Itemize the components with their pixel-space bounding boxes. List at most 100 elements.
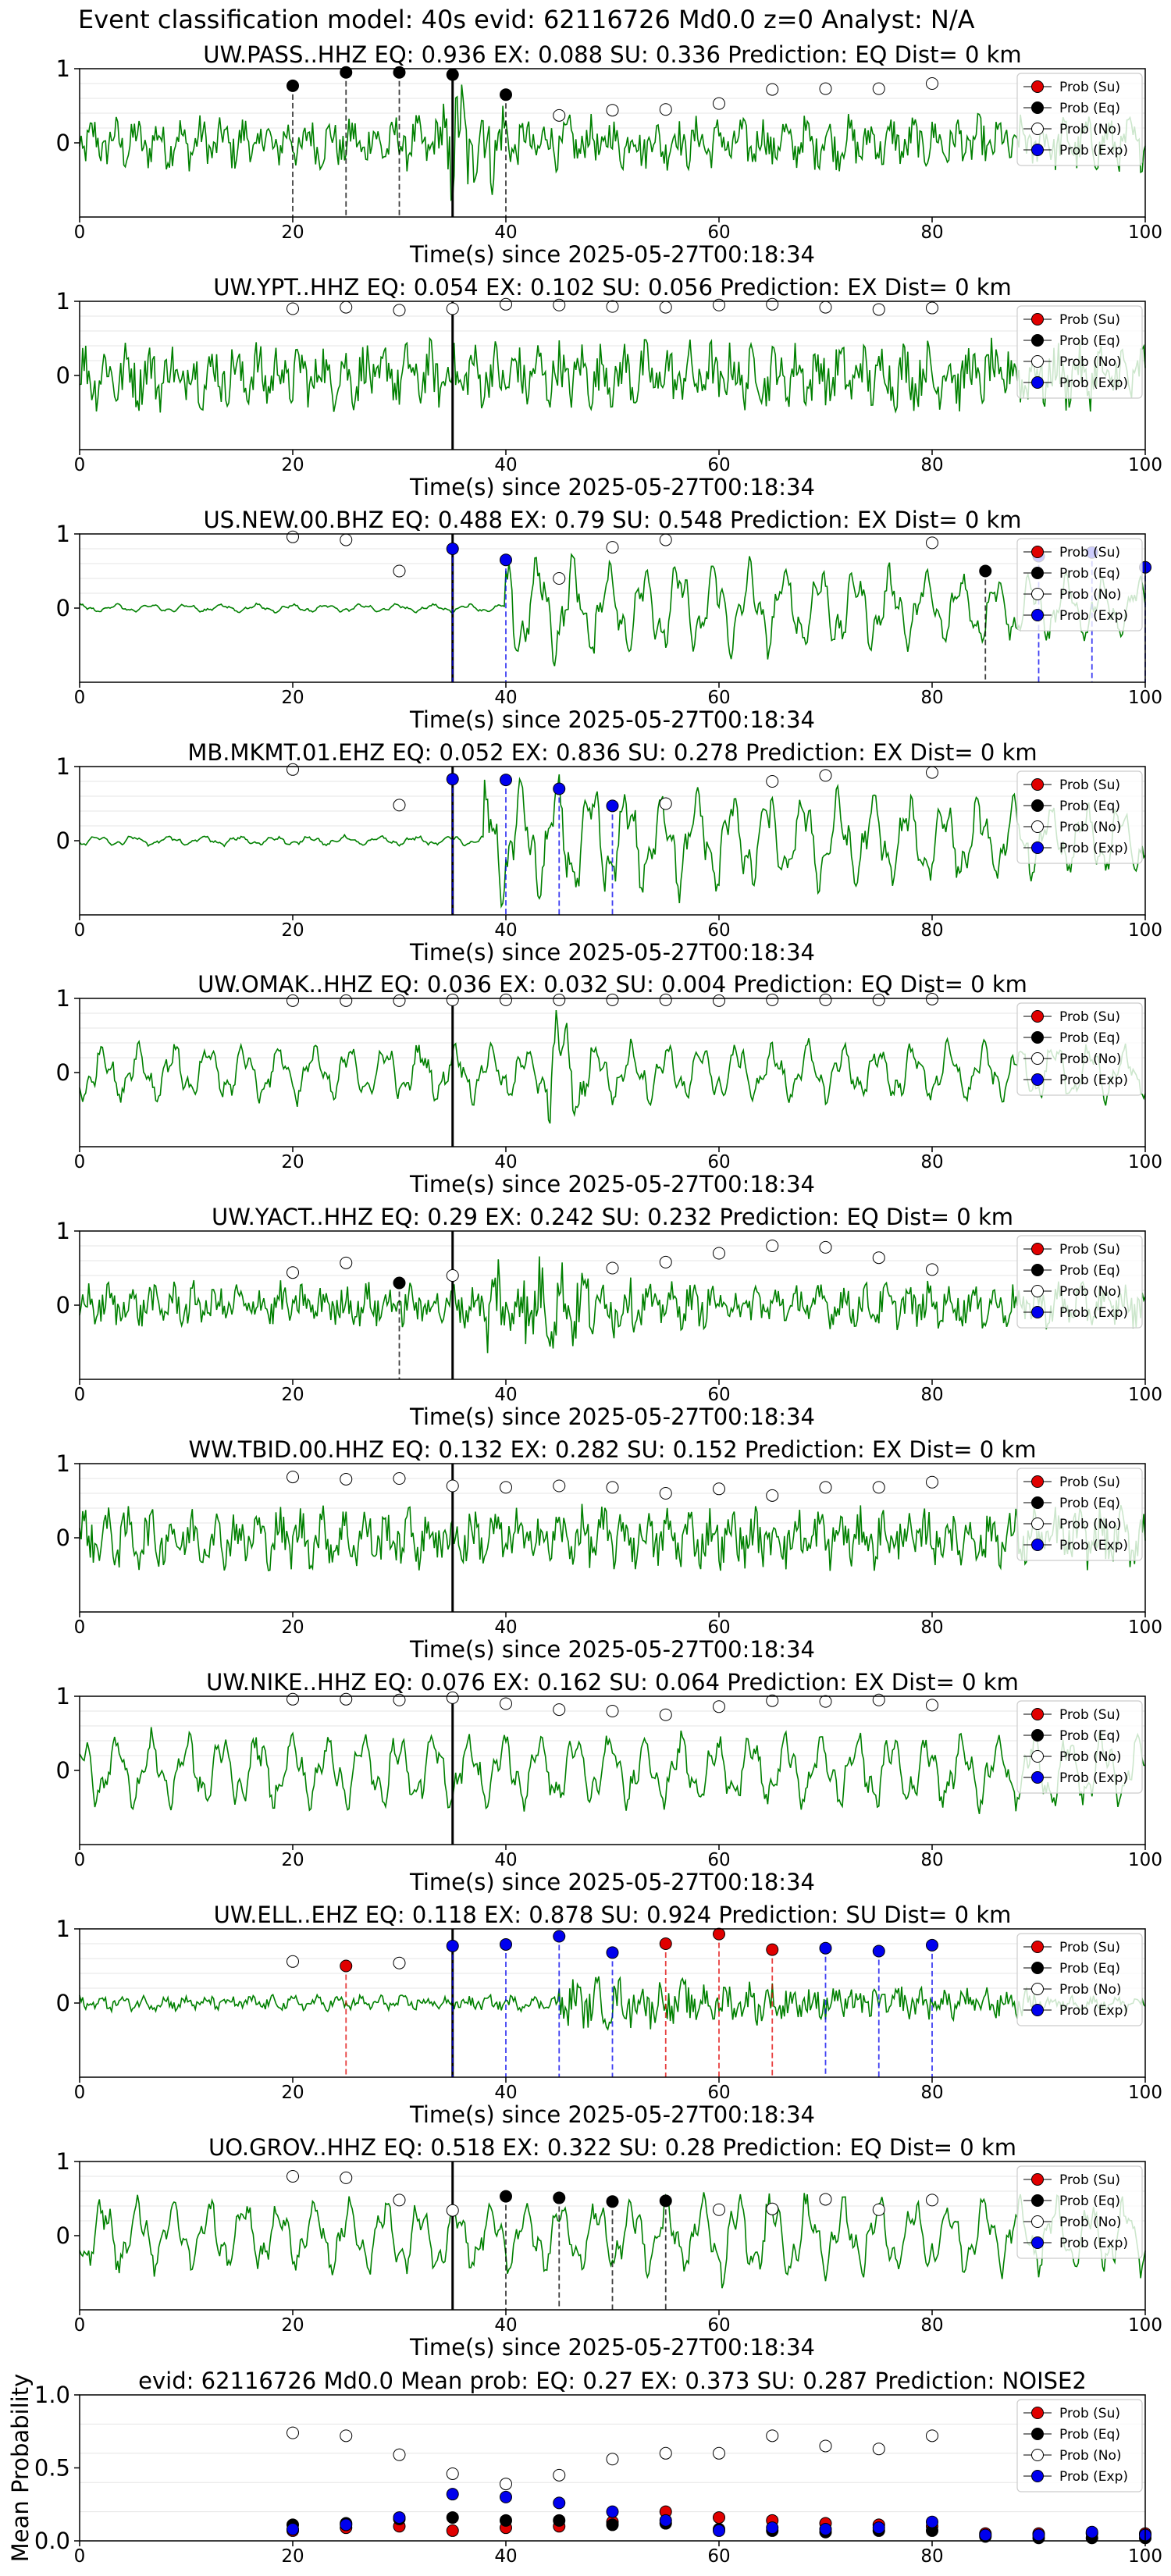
legend-label: Prob (Su) [1059, 2172, 1120, 2188]
prob-point-prob-no [659, 1255, 672, 1268]
x-tick-label: 20 [281, 1152, 304, 1172]
x-tick-label: 60 [707, 688, 730, 708]
legend: Prob (Su) Prob (Eq) Prob (No) Prob (Exp) [1016, 1468, 1143, 1561]
prob-point-prob-no [340, 1256, 353, 1269]
panel-title: UO.GROV..HHZ EQ: 0.518 EX: 0.322 SU: 0.2… [208, 2134, 1016, 2161]
prob-point-prob-no [446, 1691, 459, 1704]
legend-marker [1031, 609, 1044, 621]
legend-box [1016, 1468, 1143, 1561]
prob-point-prob-no [872, 1693, 885, 1706]
y-axis-label: Mean Probability [7, 2374, 34, 2563]
prob-point-prob-no [766, 1694, 779, 1707]
prob-point-prob-no [713, 994, 725, 1007]
x-tick-label: 0 [74, 222, 86, 243]
x-tick-label: 80 [920, 2083, 943, 2103]
legend-label: Prob (Eq) [1059, 1728, 1120, 1744]
prob-point-prob-no [287, 2170, 299, 2183]
legend-marker [1031, 2215, 1044, 2228]
legend: Prob (Su) Prob (Eq) Prob (No) Prob (Exp) [1016, 73, 1143, 166]
prob-point-prob-su [659, 1937, 672, 1950]
prob-point-prob-no [713, 2203, 725, 2216]
x-axis-label: Time(s) since 2025-05-27T00:18:34 [409, 2334, 815, 2361]
prob-point-prob-eq [979, 564, 992, 578]
x-tick-label: 20 [281, 1850, 304, 1870]
prob-point-prob-no [553, 2468, 566, 2482]
x-axis-label: Time(s) since 2025-05-27T00:18:34 [409, 241, 815, 268]
panel-title: UW.YPT..HHZ EQ: 0.054 EX: 0.102 SU: 0.05… [213, 274, 1012, 301]
panel-2: UW.YPT..HHZ EQ: 0.054 EX: 0.102 SU: 0.05… [56, 274, 1162, 500]
y-tick-label: 1 [56, 985, 70, 1012]
prob-point-prob-exp [446, 543, 459, 555]
legend-label: Prob (No) [1059, 1982, 1122, 1998]
x-tick-label: 100 [1128, 1152, 1162, 1172]
prob-point-prob-eq [606, 2518, 619, 2532]
axes-frame [79, 1230, 1146, 1380]
x-tick-label: 100 [1128, 455, 1162, 475]
legend-label: Prob (Eq) [1059, 2194, 1120, 2209]
prob-point-prob-no [446, 1479, 459, 1493]
prob-point-prob-no [393, 1472, 406, 1485]
legend-marker [1031, 2236, 1044, 2249]
x-tick-label: 100 [1128, 2083, 1162, 2103]
prob-point-prob-su [340, 1959, 353, 1973]
legend-label: Prob (No) [1059, 2448, 1122, 2464]
prob-point-prob-eq [553, 2514, 566, 2527]
prob-point-prob-exp [287, 2523, 299, 2536]
y-tick-label: 0 [56, 1292, 70, 1318]
legend-marker [1031, 1729, 1044, 1742]
x-tick-label: 60 [707, 2083, 730, 2103]
legend-marker [1031, 1010, 1044, 1023]
prob-point-prob-su [446, 2524, 459, 2537]
legend: Prob (Su) Prob (Eq) Prob (No) Prob (Exp) [1016, 1700, 1143, 1794]
legend-label: Prob (Eq) [1059, 799, 1120, 814]
x-tick-label: 40 [494, 1385, 517, 1405]
legend-label: Prob (No) [1059, 2215, 1122, 2230]
prob-point-prob-no [819, 2193, 832, 2206]
x-tick-label: 40 [494, 2315, 517, 2336]
waveform-trace [79, 1010, 1146, 1124]
y-tick-label: 1 [56, 1218, 70, 1244]
y-tick-label: 0.5 [34, 2455, 70, 2482]
prob-point-prob-no [926, 2194, 938, 2207]
prob-point-prob-no [500, 1481, 512, 1494]
legend-label: Prob (Exp) [1059, 841, 1128, 856]
prob-point-prob-exp [979, 2528, 992, 2542]
prob-point-prob-no [287, 302, 299, 315]
waveform-trace [79, 1727, 1146, 1814]
prob-point-prob-no [553, 1479, 566, 1493]
prob-point-prob-no [819, 1240, 832, 1254]
legend-label: Prob (Exp) [1059, 143, 1128, 158]
y-tick-label: 1 [56, 288, 70, 315]
prob-point-prob-no [446, 993, 459, 1006]
prob-point-prob-no [606, 1705, 619, 1717]
legend-marker [1031, 567, 1044, 579]
legend: Prob (Su) Prob (Eq) Prob (No) Prob (Exp) [1016, 1933, 1143, 2026]
x-tick-label: 60 [707, 2546, 730, 2567]
x-tick-label: 40 [494, 1152, 517, 1172]
legend-marker [1031, 1750, 1044, 1763]
prob-point-prob-exp [340, 2518, 353, 2532]
legend-marker [1031, 334, 1044, 347]
prob-point-prob-no [659, 993, 672, 1006]
legend-label: Prob (Eq) [1059, 1496, 1120, 1511]
legend-label: Prob (No) [1059, 1051, 1122, 1067]
legend-marker [1031, 1983, 1044, 1995]
x-tick-label: 60 [707, 1152, 730, 1172]
prob-point-prob-no [659, 1708, 672, 1721]
prob-point-prob-no [766, 297, 779, 311]
y-tick-label: 1 [56, 521, 70, 547]
prob-point-prob-no [819, 1481, 832, 1494]
prob-point-prob-exp [500, 553, 512, 567]
legend-marker [1031, 2407, 1044, 2419]
prob-point-prob-no [872, 1251, 885, 1265]
prob-point-prob-no [553, 109, 566, 122]
legend-label: Prob (Su) [1059, 1707, 1120, 1723]
legend-label: Prob (Su) [1059, 1475, 1120, 1490]
y-tick-label: 0 [56, 595, 70, 621]
prob-point-prob-no [606, 993, 619, 1006]
prob-point-prob-no [340, 1692, 353, 1706]
legend-box [1016, 538, 1143, 632]
legend-label: Prob (Exp) [1059, 608, 1128, 624]
prob-point-prob-no [659, 1487, 672, 1500]
x-tick-label: 40 [494, 222, 517, 243]
